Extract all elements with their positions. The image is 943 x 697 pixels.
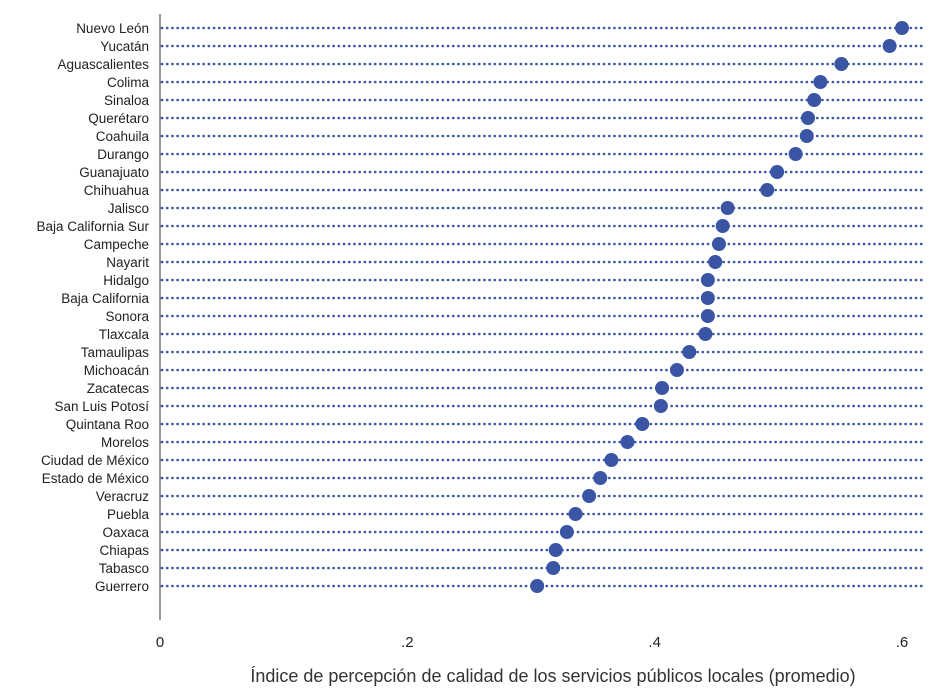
data-point bbox=[700, 291, 715, 305]
data-point bbox=[799, 129, 814, 143]
data-point bbox=[548, 543, 563, 557]
data-point bbox=[813, 75, 828, 89]
data-point bbox=[711, 237, 726, 251]
data-point bbox=[715, 219, 730, 233]
data-point bbox=[895, 21, 909, 35]
data-points-group bbox=[530, 21, 909, 593]
category-label: Michoacán bbox=[84, 363, 149, 378]
category-label: Sonora bbox=[105, 309, 149, 324]
category-label: Tamaulipas bbox=[81, 345, 150, 360]
x-tick-label: 0 bbox=[156, 634, 164, 651]
data-point bbox=[655, 381, 670, 395]
category-label: Chihuahua bbox=[84, 183, 150, 198]
data-point bbox=[708, 255, 723, 269]
data-point bbox=[807, 93, 822, 107]
data-point bbox=[700, 273, 715, 287]
category-label: Puebla bbox=[107, 507, 150, 522]
data-point bbox=[760, 183, 775, 197]
data-point bbox=[801, 111, 816, 125]
data-point bbox=[530, 579, 545, 593]
category-label: Guerrero bbox=[95, 579, 149, 594]
data-point bbox=[568, 507, 583, 521]
category-label: Nayarit bbox=[106, 255, 149, 270]
category-label: Ciudad de México bbox=[41, 453, 149, 468]
category-label: Baja California bbox=[61, 291, 149, 306]
category-label: Nuevo León bbox=[76, 21, 149, 36]
data-point bbox=[635, 417, 650, 431]
category-label: Chiapas bbox=[99, 543, 149, 558]
category-label: Campeche bbox=[84, 237, 149, 252]
x-tick-label: .4 bbox=[648, 634, 661, 651]
data-point bbox=[770, 165, 785, 179]
data-point bbox=[700, 309, 715, 323]
category-label: Durango bbox=[97, 147, 149, 162]
data-point bbox=[653, 399, 668, 413]
data-point bbox=[682, 345, 697, 359]
data-point bbox=[604, 453, 619, 467]
category-label: Jalisco bbox=[108, 201, 149, 216]
category-label: Tabasco bbox=[99, 561, 149, 576]
category-label: Hidalgo bbox=[103, 273, 149, 288]
x-tick-label: .6 bbox=[896, 634, 909, 651]
category-label: Morelos bbox=[101, 435, 149, 450]
category-label: San Luis Potosí bbox=[54, 399, 149, 414]
x-tick-labels-group: 0 .2 .4 .6 bbox=[156, 634, 908, 651]
data-point bbox=[620, 435, 635, 449]
category-labels-group: Nuevo León Yucatán Aguascalientes Colima Sin… bbox=[36, 21, 149, 594]
category-label: Baja California Sur bbox=[36, 219, 149, 234]
category-label: Guanajuato bbox=[79, 165, 149, 180]
data-point bbox=[582, 489, 597, 503]
data-point bbox=[882, 39, 897, 53]
category-label: Colima bbox=[107, 75, 150, 90]
data-point bbox=[546, 561, 561, 575]
category-label: Querétaro bbox=[88, 111, 149, 126]
data-point bbox=[669, 363, 684, 377]
category-label: Quintana Roo bbox=[66, 417, 149, 432]
data-point bbox=[698, 327, 713, 341]
data-point bbox=[788, 147, 803, 161]
category-label: Oaxaca bbox=[102, 525, 149, 540]
data-point bbox=[834, 57, 849, 71]
category-label: Tlaxcala bbox=[99, 327, 150, 342]
category-label: Coahuila bbox=[96, 129, 150, 144]
category-label: Sinaloa bbox=[104, 93, 150, 108]
data-point bbox=[559, 525, 574, 539]
x-axis-title: Índice de percepción de calidad de los s… bbox=[250, 666, 855, 686]
category-label: Veracruz bbox=[96, 489, 150, 504]
x-tick-label: .2 bbox=[401, 634, 414, 651]
category-label: Yucatán bbox=[100, 39, 149, 54]
data-point bbox=[720, 201, 735, 215]
data-point bbox=[593, 471, 608, 485]
category-label: Estado de México bbox=[42, 471, 149, 486]
category-label: Zacatecas bbox=[87, 381, 150, 396]
category-label: Aguascalientes bbox=[57, 57, 149, 72]
